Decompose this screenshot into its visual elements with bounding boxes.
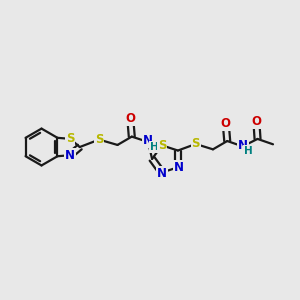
Text: H: H [150, 142, 159, 152]
Text: N: N [174, 161, 184, 174]
Text: N: N [238, 139, 248, 152]
Text: N: N [157, 167, 167, 180]
Text: O: O [125, 112, 135, 125]
Text: S: S [191, 137, 200, 151]
Text: O: O [251, 115, 261, 128]
Text: S: S [66, 132, 74, 146]
Text: N: N [143, 134, 153, 147]
Text: H: H [244, 146, 253, 156]
Text: O: O [221, 117, 231, 130]
Text: N: N [65, 149, 75, 162]
Text: S: S [158, 139, 166, 152]
Text: S: S [95, 133, 103, 146]
